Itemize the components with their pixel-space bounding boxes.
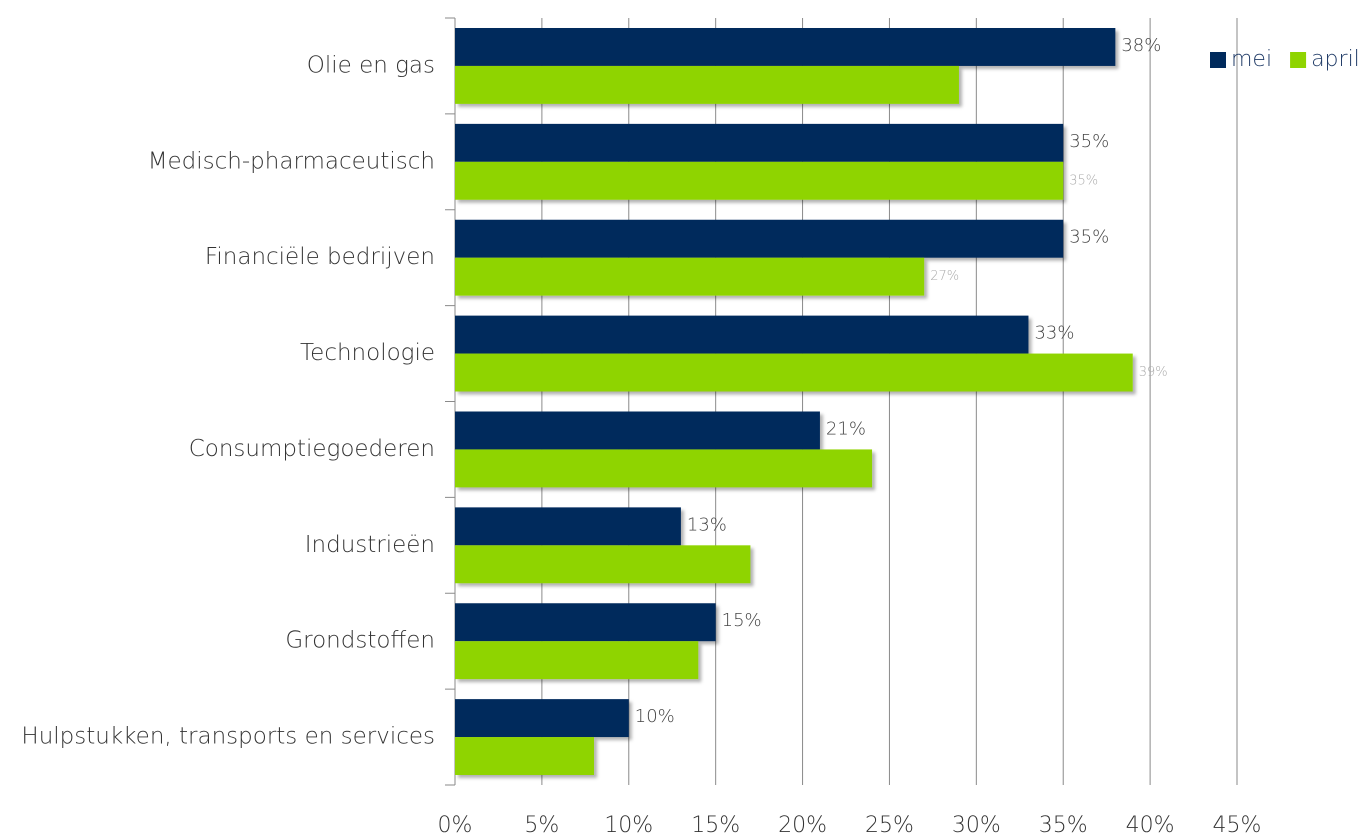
bar (455, 219, 1064, 258)
bar (455, 737, 595, 775)
legend-label: mei (1231, 47, 1272, 72)
y-tick-label: Medisch-pharmaceutisch (148, 148, 435, 174)
bar (455, 411, 820, 450)
x-tick-label: 10% (604, 813, 653, 837)
bar (455, 507, 681, 546)
y-tick-label: Industrieën (305, 532, 435, 558)
y-tick-label: Technologie (300, 340, 435, 366)
data-label: 35% (1069, 227, 1109, 248)
bar (455, 65, 959, 104)
legend-label: april (1311, 47, 1360, 72)
data-label: 35% (1069, 173, 1098, 188)
bar (455, 28, 1116, 66)
x-tick-label: 15% (691, 813, 740, 837)
data-label: 15% (722, 610, 762, 631)
x-tick-label: 40% (1126, 813, 1175, 837)
data-label: 13% (687, 514, 727, 535)
bar (455, 641, 699, 680)
bar (455, 123, 1064, 162)
data-label: 21% (826, 418, 866, 439)
y-tick-label: Hulpstukken, transports en services (21, 724, 435, 750)
bar (455, 353, 1133, 392)
bar (455, 699, 629, 738)
data-label: 33% (1034, 323, 1074, 344)
bar (455, 257, 925, 296)
x-tick-label: 0% (438, 813, 473, 837)
x-tick-label: 30% (952, 813, 1001, 837)
data-label: 38% (1121, 35, 1161, 56)
data-label: 35% (1069, 131, 1109, 152)
legend-swatch (1290, 52, 1307, 68)
data-label: 39% (1139, 365, 1168, 380)
x-tick-label: 45% (1213, 813, 1262, 837)
bar (455, 315, 1029, 354)
x-tick-label: 20% (778, 813, 827, 837)
legend-swatch (1210, 52, 1226, 68)
x-tick-label: 25% (865, 813, 914, 837)
x-tick-label: 35% (1039, 813, 1088, 837)
bar (455, 449, 873, 488)
bar (455, 603, 716, 642)
x-tick-label: 5% (524, 813, 559, 837)
bar (455, 545, 751, 584)
data-label: 10% (635, 706, 675, 727)
y-tick-label: Olie en gas (307, 52, 435, 78)
data-label: 27% (930, 269, 959, 284)
y-tick-label: Consumptiegoederen (189, 436, 435, 462)
bar (455, 161, 1064, 200)
y-tick-label: Financiële bedrijven (205, 244, 435, 270)
y-tick-label: Grondstoffen (285, 628, 435, 654)
